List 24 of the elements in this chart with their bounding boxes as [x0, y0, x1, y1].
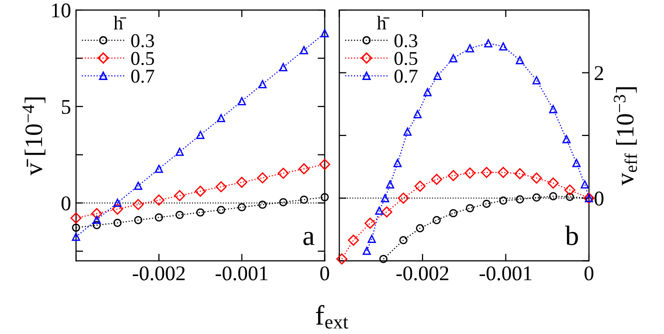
y-tick-label: 10 — [52, 3, 70, 18]
y-tick-label: 0 — [62, 196, 70, 210]
legend-label: 0.5 — [394, 52, 418, 66]
annotation: b — [565, 226, 578, 246]
x-tick-label: -0.002 — [396, 266, 448, 280]
annotation: a — [303, 232, 314, 246]
legend-label: 0.3 — [394, 34, 418, 48]
y2-axis-title: v$_{eff}$ [10$^{−3}$] — [614, 87, 638, 186]
y-tick-label: 5 — [62, 100, 70, 114]
legend-label: 0.7 — [131, 70, 154, 83]
y2-tick-label: 0 — [594, 192, 604, 206]
x-tick-label: 0 — [320, 266, 330, 280]
y-axis-title: v̄ [10$^{−4}$] — [22, 98, 46, 176]
x-tick-label: -0.002 — [132, 266, 185, 280]
x-tick-label: -0.001 — [216, 266, 268, 280]
x-tick-label: 0 — [584, 266, 594, 280]
legend-title: h̄ — [114, 16, 126, 30]
x-axis-title: f$_{ext}$ — [316, 305, 348, 329]
legend-title: h̄ — [376, 16, 390, 30]
legend-label: 0.7 — [394, 70, 418, 83]
y2-tick-label: 2 — [594, 66, 604, 80]
x-tick-label: -0.001 — [480, 266, 532, 280]
legend-label: 0.5 — [131, 52, 154, 66]
legend-label: 0.3 — [131, 34, 154, 48]
